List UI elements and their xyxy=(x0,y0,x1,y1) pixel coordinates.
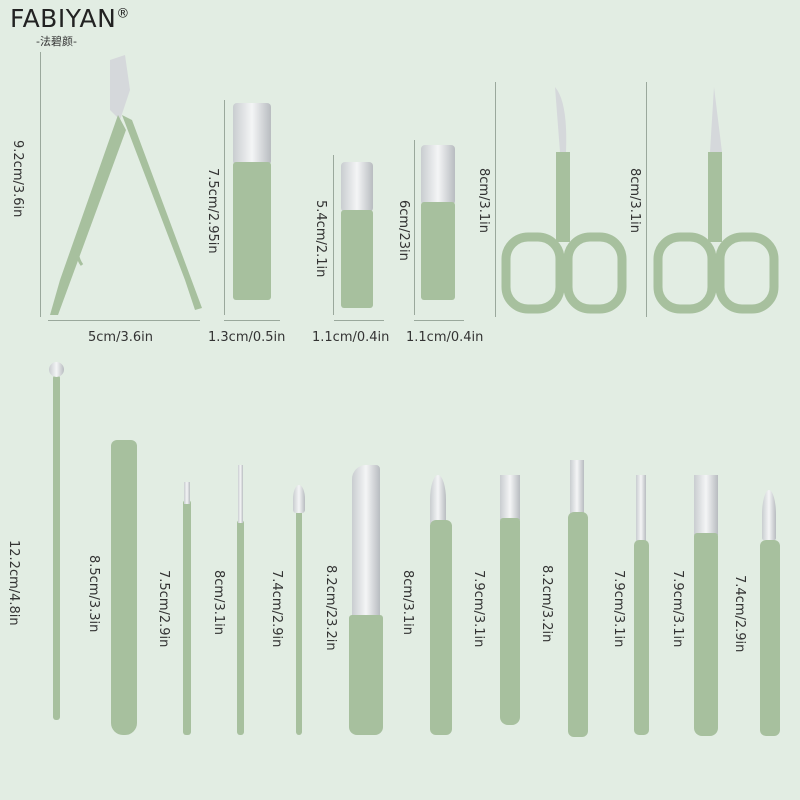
v-cutter-tip xyxy=(570,460,584,515)
scraper-tip xyxy=(500,475,520,520)
ear-spoon-image xyxy=(183,500,191,735)
dimension-line xyxy=(40,52,41,317)
size-label: 7.5cm/2.9in xyxy=(156,570,171,648)
slant-nail-clipper-head xyxy=(421,145,455,205)
nail-file-image xyxy=(349,615,383,735)
size-label: 5cm/3.6in xyxy=(88,330,153,345)
ear-spoon-tip xyxy=(184,482,190,504)
small-nail-clipper-head xyxy=(341,162,373,212)
cuticle-nipper-image xyxy=(50,55,202,315)
size-label: 7.4cm/2.9in xyxy=(269,570,284,648)
size-label: 12.2cm/4.8in xyxy=(6,540,21,626)
size-label: 8.2cm/23.2in xyxy=(323,565,338,651)
dimension-line xyxy=(333,155,334,315)
registered-mark: ® xyxy=(116,6,130,22)
size-label: 7.9cm/3.1in xyxy=(471,570,486,648)
serrated-tool-tip xyxy=(636,475,646,545)
size-label: 7.9cm/3.1in xyxy=(670,570,685,648)
size-label: 8.5cm/3.3in xyxy=(86,555,101,633)
brand-subtitle: -法碧颜- xyxy=(36,35,77,48)
ear-pick-image xyxy=(53,375,60,720)
pusher-spoon-tip xyxy=(762,490,776,540)
pointed-tool-tip xyxy=(238,465,243,523)
dimension-line xyxy=(224,320,280,321)
straight-scissors-image xyxy=(653,87,779,314)
curved-scissors-image xyxy=(501,87,627,314)
slant-nail-clipper-image xyxy=(421,202,455,300)
cuticle-pusher-image xyxy=(430,520,452,735)
spoon-tool-image xyxy=(296,510,302,735)
ear-pick-loop xyxy=(49,362,64,377)
dimension-line xyxy=(495,82,496,317)
dimension-line xyxy=(48,320,200,321)
size-label: 8cm/3.1in xyxy=(211,570,226,635)
v-cutter-image xyxy=(568,512,588,737)
size-label: 8cm/3.1in xyxy=(476,168,491,233)
flat-scraper-tip xyxy=(694,475,718,535)
large-nail-clipper-image xyxy=(233,162,271,300)
tweezers-image xyxy=(111,440,137,735)
dimension-line xyxy=(224,100,225,315)
pointed-tool-image xyxy=(237,520,244,735)
pusher-spoon-image xyxy=(760,540,780,736)
size-label: 6cm/23in xyxy=(396,200,411,261)
spoon-tool-tip xyxy=(293,485,305,513)
dimension-line xyxy=(414,320,464,321)
brand-name: FABIYAN xyxy=(10,4,117,33)
flat-scraper-image xyxy=(694,533,718,736)
nail-file-blade xyxy=(352,465,380,620)
dimension-line xyxy=(334,320,384,321)
size-label: 7.9cm/3.1in xyxy=(611,570,626,648)
size-label: 5.4cm/2.1in xyxy=(313,200,328,278)
cuticle-pusher-tip xyxy=(430,475,446,525)
small-nail-clipper-image xyxy=(341,210,373,308)
size-label: 1.1cm/0.4in xyxy=(406,330,484,345)
serrated-tool-image xyxy=(634,540,649,735)
dimension-line xyxy=(646,82,647,317)
brand-logo: FABIYAN® xyxy=(10,4,130,33)
size-label: 8cm/3.1in xyxy=(627,168,642,233)
dimension-line xyxy=(414,140,415,315)
size-label: 9.2cm/3.6in xyxy=(10,140,25,218)
size-label: 8cm/3.1in xyxy=(400,570,415,635)
size-label: 7.5cm/2.95in xyxy=(205,168,220,254)
large-nail-clipper-head xyxy=(233,103,271,165)
size-label: 8.2cm/3.2in xyxy=(539,565,554,643)
size-label: 1.1cm/0.4in xyxy=(312,330,390,345)
scraper-image xyxy=(500,518,520,725)
size-label: 1.3cm/0.5in xyxy=(208,330,286,345)
size-label: 7.4cm/2.9in xyxy=(732,575,747,653)
